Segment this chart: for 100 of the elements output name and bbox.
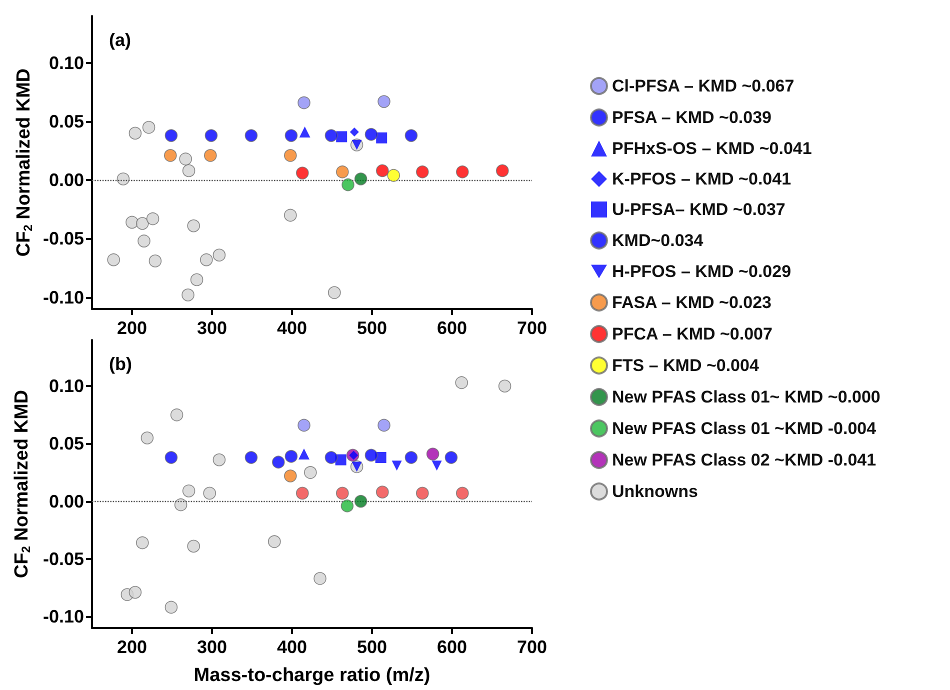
- legend-label: PFHxS-OS – KMD ~0.041: [612, 139, 812, 158]
- y-tick-label: -0.05: [42, 228, 84, 249]
- point: [416, 165, 429, 178]
- point: [324, 451, 338, 464]
- point: [298, 418, 310, 432]
- point: [138, 234, 150, 248]
- point: [212, 453, 226, 466]
- point: [148, 254, 162, 268]
- text: (a): [109, 30, 132, 50]
- point: [455, 376, 468, 390]
- point: [340, 499, 354, 512]
- point: [182, 164, 196, 178]
- legend-label: KMD~0.034: [612, 231, 704, 250]
- point: [324, 129, 338, 142]
- point: [204, 149, 217, 162]
- x-tick-label: 300: [196, 637, 228, 657]
- point: [190, 273, 204, 286]
- point: [328, 286, 341, 299]
- point: [244, 451, 258, 464]
- point: [378, 95, 390, 108]
- point: [299, 126, 310, 138]
- text: (b): [109, 354, 132, 374]
- point: [314, 572, 326, 585]
- x-tick-label: 200: [116, 637, 148, 657]
- point: [272, 456, 285, 469]
- point: [170, 408, 184, 422]
- point: [350, 128, 359, 137]
- point: [116, 172, 130, 186]
- point: [107, 253, 120, 266]
- point: [456, 165, 469, 178]
- point: [376, 132, 388, 144]
- point: [164, 129, 178, 142]
- point: [187, 540, 200, 553]
- point: [404, 451, 418, 464]
- legend-label: U-PFSA– KMD ~0.037: [612, 200, 786, 219]
- x-tick-label: 700: [516, 637, 548, 657]
- legend-label: FASA – KMD ~0.023: [612, 293, 772, 312]
- legend-label: H-PFOS – KMD ~0.029: [612, 262, 792, 281]
- x-tick-label: 600: [436, 318, 468, 338]
- point: [182, 484, 196, 498]
- legend-label: PFSA – KMD ~0.039: [612, 108, 772, 127]
- point: [174, 498, 188, 512]
- point: [212, 248, 226, 262]
- point: [244, 129, 258, 142]
- point: [204, 129, 218, 142]
- x-tick-label: 600: [436, 637, 468, 657]
- point: [203, 486, 216, 500]
- point: [182, 288, 194, 302]
- point: [140, 432, 154, 444]
- point: [304, 466, 317, 479]
- point: [298, 96, 310, 110]
- point: [284, 129, 298, 142]
- point: [432, 460, 442, 471]
- y-tick-label: 0.10: [48, 376, 84, 396]
- point: [296, 486, 309, 500]
- y-axis-title: CF2 Normalized KMD: [14, 68, 35, 257]
- x-axis-title: Mass-to-charge ratio (m/z): [194, 665, 430, 686]
- point: [376, 164, 389, 178]
- point: [136, 536, 149, 550]
- point: [498, 380, 512, 392]
- x-tick-label: 200: [116, 318, 148, 338]
- point: [136, 217, 149, 230]
- y-tick-label: 0.05: [48, 434, 84, 454]
- x-tick-label: 300: [196, 318, 228, 338]
- point: [364, 448, 378, 462]
- point: [404, 129, 418, 142]
- point: [387, 168, 400, 182]
- point: [416, 486, 429, 500]
- x-tick-label: 700: [516, 318, 548, 338]
- point: [354, 172, 368, 186]
- y-tick-label: 0.10: [48, 52, 84, 73]
- point: [426, 448, 440, 460]
- point: [146, 212, 160, 226]
- point: [354, 494, 368, 508]
- point: [296, 166, 309, 180]
- point: [179, 152, 192, 166]
- point: [164, 451, 178, 464]
- y-axis-title: CF2 Normalized KMD: [12, 390, 34, 578]
- legend-label: FTS – KMD ~0.004: [612, 356, 760, 375]
- point: [126, 216, 138, 229]
- point: [200, 253, 213, 266]
- point: [378, 418, 390, 432]
- point: [392, 460, 402, 471]
- point: [128, 126, 142, 140]
- x-tick-label: 500: [356, 318, 388, 338]
- point: [128, 586, 142, 599]
- point: [496, 164, 509, 178]
- point: [142, 120, 156, 134]
- point: [342, 178, 354, 192]
- point: [376, 486, 389, 498]
- legend-label: New PFAS Class 02 ~KMD -0.041: [612, 450, 876, 470]
- point: [336, 131, 348, 142]
- legend-label: Cl-PFSA – KMD ~0.067: [612, 76, 794, 96]
- legend-label: New PFAS Class 01~ KMD ~0.000: [612, 388, 880, 406]
- point: [336, 486, 349, 500]
- x-tick-label: 400: [276, 318, 308, 338]
- legend-label: Unknowns: [612, 482, 698, 501]
- y-tick-label: -0.10: [42, 606, 84, 626]
- x-tick-label: 400: [276, 637, 308, 657]
- y-tick-label: -0.10: [42, 287, 84, 308]
